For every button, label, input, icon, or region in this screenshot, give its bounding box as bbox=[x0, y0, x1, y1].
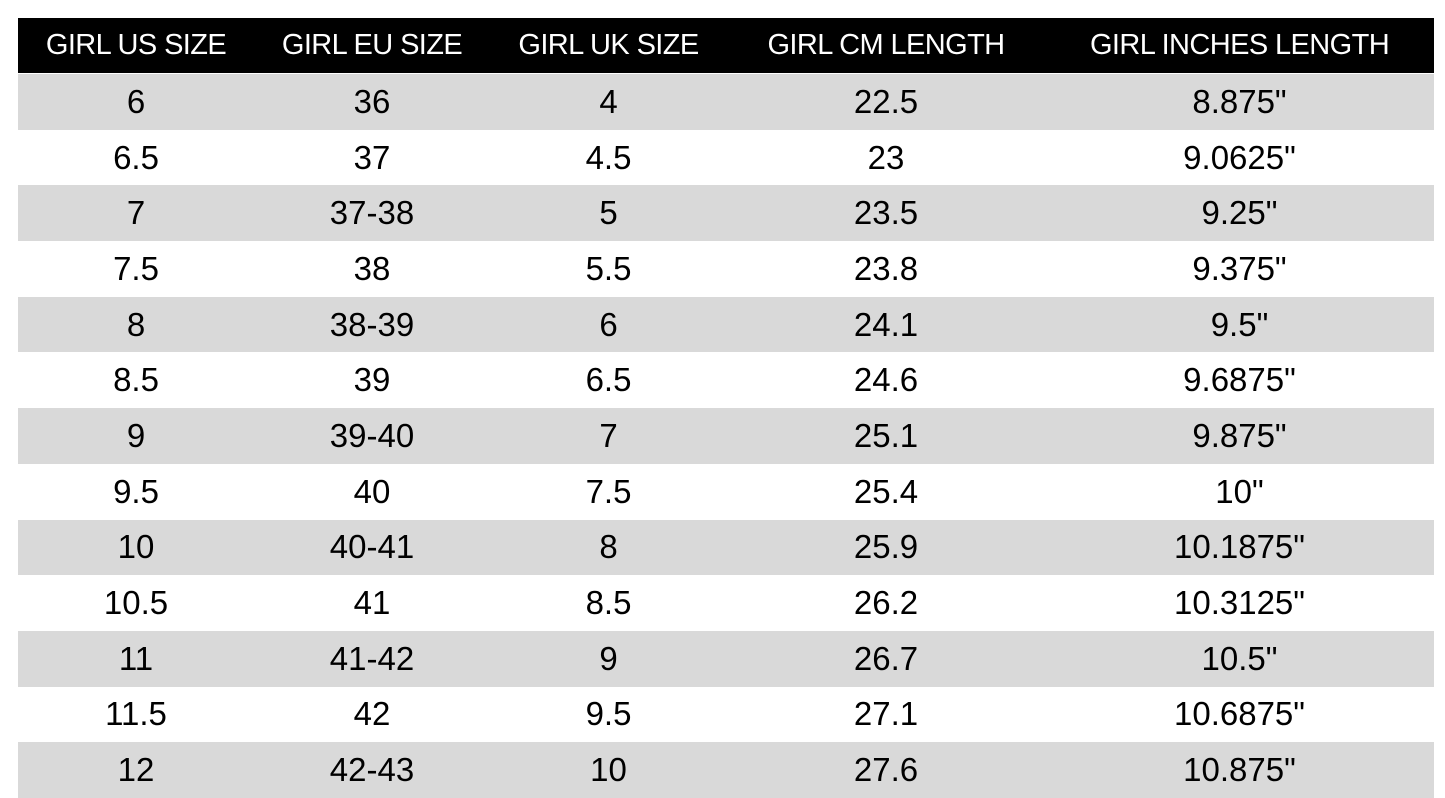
table-cell: 23 bbox=[867, 138, 905, 176]
table-row: 9 39-40 7 25.1 9.875" bbox=[18, 408, 1434, 464]
table-cell: 42 bbox=[353, 695, 391, 733]
table-cell: 9.5" bbox=[1210, 305, 1269, 343]
table-cell: 8.5 bbox=[113, 361, 159, 399]
table-cell: 40 bbox=[353, 472, 391, 510]
table-cell: 39-40 bbox=[329, 416, 415, 454]
table-cell: 27.1 bbox=[853, 695, 919, 733]
table-cell: 4.5 bbox=[585, 138, 632, 176]
table-cell: 9.875" bbox=[1192, 416, 1287, 454]
table-cell: 9.0625" bbox=[1183, 138, 1296, 176]
table-cell: 25.9 bbox=[853, 528, 919, 566]
table-cell: 9.6875" bbox=[1183, 361, 1296, 399]
table-cell: 10.1875" bbox=[1173, 528, 1305, 566]
table-cell: 27.6 bbox=[853, 751, 919, 789]
table-cell: 22.5 bbox=[853, 82, 919, 120]
table-cell: 6 bbox=[126, 82, 146, 120]
table-cell: 40-41 bbox=[329, 528, 415, 566]
table-cell: 23.8 bbox=[853, 249, 919, 287]
header-cell: GIRL US SIZE bbox=[45, 29, 227, 61]
table-cell: 38-39 bbox=[329, 305, 415, 343]
table-cell: 10.875" bbox=[1183, 751, 1296, 789]
header-cell: GIRL UK SIZE bbox=[518, 29, 699, 61]
table-cell: 26.7 bbox=[853, 639, 919, 677]
table-cell: 10.5 bbox=[103, 584, 169, 622]
table-cell: 9.25" bbox=[1201, 194, 1278, 232]
table-cell: 9.5 bbox=[585, 695, 632, 733]
table-cell: 4 bbox=[599, 82, 618, 120]
table-cell: 39 bbox=[353, 361, 391, 399]
table-cell: 41 bbox=[353, 584, 391, 622]
table-row: 8.5 39 6.5 24.6 9.6875" bbox=[18, 352, 1434, 408]
header-cell: GIRL EU SIZE bbox=[281, 29, 463, 61]
table-cell: 5.5 bbox=[585, 249, 632, 287]
table-row: 9.5 40 7.5 25.4 10" bbox=[18, 464, 1434, 520]
table-cell: 7.5 bbox=[585, 472, 632, 510]
table-cell: 25.1 bbox=[853, 416, 919, 454]
table-cell: 25.4 bbox=[853, 472, 919, 510]
table-cell: 41-42 bbox=[329, 639, 415, 677]
header-cell: GIRL CM LENGTH bbox=[767, 29, 1005, 61]
table-row: 10.5 41 8.5 26.2 10.3125" bbox=[18, 575, 1434, 631]
table-cell: 10 bbox=[590, 751, 627, 789]
table-row: 7.5 38 5.5 23.8 9.375" bbox=[18, 241, 1434, 297]
table-row: 6 36 4 22.5 8.875" bbox=[18, 74, 1434, 130]
table-row: 6.5 37 4.5 23 9.0625" bbox=[18, 130, 1434, 186]
table-cell: 7 bbox=[599, 416, 618, 454]
table-cell: 8.5 bbox=[585, 584, 632, 622]
table-row: 8 38-39 6 24.1 9.5" bbox=[18, 296, 1434, 353]
table-cell: 10" bbox=[1215, 472, 1264, 510]
table-row: 11.5 42 9.5 27.1 10.6875" bbox=[18, 687, 1434, 743]
table-cell: 10.6875" bbox=[1173, 695, 1305, 733]
table-cell: 7.5 bbox=[113, 249, 159, 287]
table-cell: 11 bbox=[118, 639, 154, 677]
table-cell: 42-43 bbox=[329, 751, 415, 789]
table-cell: 9.5 bbox=[113, 472, 159, 510]
table-cell: 26.2 bbox=[853, 584, 919, 622]
table-cell: 37-38 bbox=[329, 194, 415, 232]
table-cell: 6.5 bbox=[113, 138, 159, 176]
table-cell: 8.875" bbox=[1192, 82, 1287, 120]
table-row: 11 41-42 9 26.7 10.5" bbox=[18, 630, 1434, 687]
table-cell: 23.5 bbox=[853, 194, 919, 232]
table-cell: 37 bbox=[353, 138, 391, 176]
table-cell: 12 bbox=[117, 751, 155, 789]
header-row: GIRL US SIZE GIRL EU SIZE GIRL UK SIZE GIRL… bbox=[18, 18, 1434, 73]
table-cell: 36 bbox=[353, 82, 391, 120]
table-cell: 8 bbox=[599, 528, 618, 566]
table-cell: 10.3125" bbox=[1173, 584, 1305, 622]
table-cell: 5 bbox=[599, 194, 618, 232]
table-row: 7 37-38 5 23.5 9.25" bbox=[18, 185, 1434, 242]
table-cell: 24.6 bbox=[853, 361, 919, 399]
table-cell: 9 bbox=[599, 639, 618, 677]
table-cell: 9 bbox=[126, 416, 146, 454]
table-cell: 38 bbox=[353, 249, 391, 287]
table-cell: 10 bbox=[117, 528, 155, 566]
table-row: 10 40-41 8 25.9 10.1875" bbox=[18, 519, 1434, 576]
table-cell: 11.5 bbox=[105, 695, 167, 733]
table-cell: 24.1 bbox=[853, 305, 919, 343]
table-cell: 8 bbox=[126, 305, 146, 343]
table-cell: 6 bbox=[599, 305, 618, 343]
size-table: GIRL US SIZE GIRL EU SIZE GIRL UK SIZE GIRL… bbox=[18, 18, 1434, 798]
table-cell: 7 bbox=[126, 194, 146, 232]
table-cell: 9.375" bbox=[1192, 249, 1287, 287]
table-row: 12 42-43 10 27.6 10.875" bbox=[18, 742, 1434, 798]
table-cell: 10.5" bbox=[1201, 639, 1278, 677]
header-cell: GIRL INCHES LENGTH bbox=[1089, 29, 1390, 61]
table-body: 6 36 4 22.5 8.875" 6.5 37 4.5 23 9.0625" 7 37-38 5 23… bbox=[18, 74, 1434, 798]
table-cell: 6.5 bbox=[585, 361, 632, 399]
